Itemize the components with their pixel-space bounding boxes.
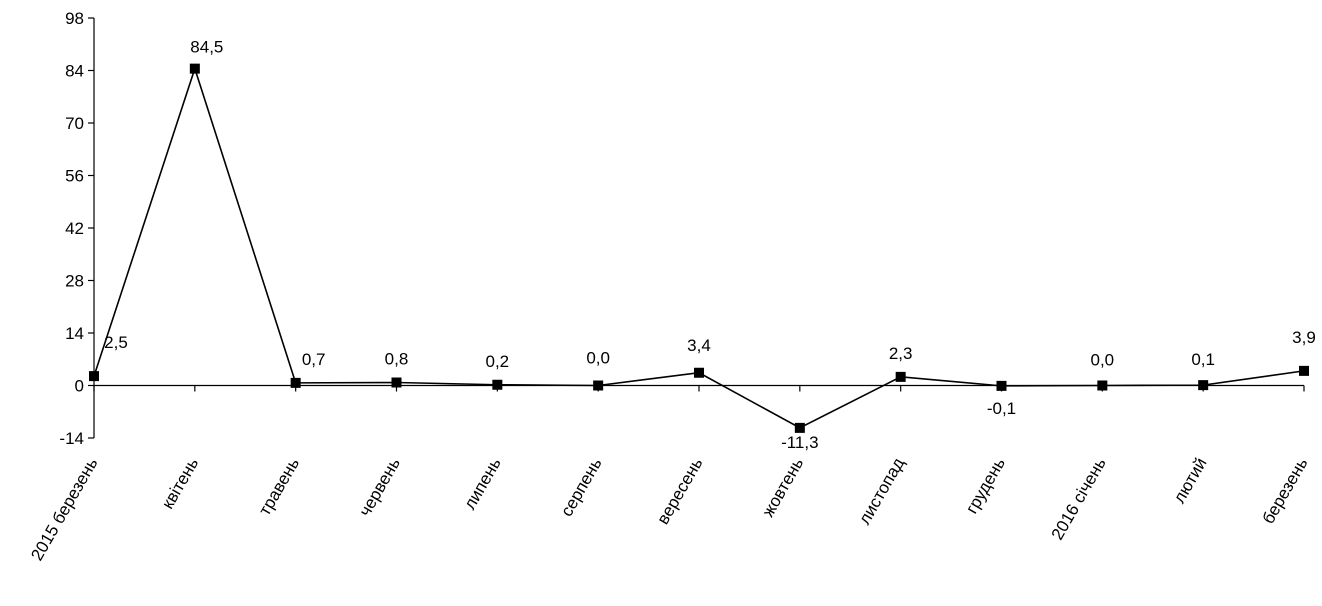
x-tick-label: грудень: [962, 454, 1009, 516]
x-tick-label: квітень: [158, 454, 202, 512]
data-point-marker: [593, 380, 604, 391]
data-label: 0,2: [486, 352, 510, 371]
data-label: 2,5: [104, 333, 128, 352]
data-label: 0,7: [302, 350, 326, 369]
data-label: 0,8: [385, 350, 409, 369]
y-tick-label: 98: [65, 9, 84, 28]
data-point-marker: [1198, 380, 1209, 391]
x-tick-label: вересень: [653, 454, 706, 527]
data-point-marker: [492, 379, 503, 390]
data-point-marker: [290, 377, 301, 388]
y-tick-label: 14: [65, 324, 84, 343]
data-label: -11,3: [781, 433, 819, 452]
y-axis-ticks: 98 84 70 56 42 28 14 0 -14: [59, 9, 94, 448]
x-tick-label: лютий: [1170, 455, 1211, 507]
x-tick-label: 2016 січень: [1048, 454, 1110, 543]
data-point-marker: [1299, 365, 1309, 376]
y-tick-label: 84: [65, 62, 84, 81]
x-tick-label: липень: [460, 454, 505, 512]
data-points: [89, 63, 1309, 433]
data-label: 3,4: [687, 336, 711, 355]
y-tick-label: 70: [65, 114, 84, 133]
x-tick-label: 2015 березень: [27, 454, 101, 564]
data-labels: 2,5 84,5 0,7 0,8 0,2 0,0 3,4 -11,3 2,3 -0,1 0,0 0,1…: [104, 38, 1316, 452]
data-label: 84,5: [190, 38, 223, 57]
data-point-marker: [1097, 380, 1108, 391]
data-label: -0,1: [987, 399, 1016, 418]
x-tick-label: червень: [355, 454, 404, 519]
data-point-marker: [89, 371, 99, 382]
data-point-marker: [189, 63, 200, 74]
x-tick-label: листопад: [855, 454, 908, 527]
x-tick-label: березень: [1259, 454, 1312, 527]
data-point-marker: [391, 377, 402, 388]
data-point-marker: [694, 367, 704, 378]
data-label: 0,1: [1191, 350, 1215, 369]
y-tick-label: 28: [65, 272, 84, 291]
x-tick-label: травень: [255, 454, 303, 518]
data-label: 2,3: [889, 344, 913, 363]
x-tick-label: жовтень: [758, 454, 807, 520]
data-label: 0,0: [586, 349, 610, 368]
data-label: 0,0: [1091, 351, 1115, 370]
y-tick-label: 56: [65, 167, 84, 186]
data-label: 3,9: [1292, 328, 1316, 347]
y-tick-label: 42: [65, 219, 84, 238]
y-tick-label: 0: [75, 377, 84, 396]
data-point-marker: [996, 380, 1007, 391]
x-axis-ticks: 2015 березень квітень травень червень липень…: [27, 385, 1312, 564]
data-point-marker: [895, 371, 906, 382]
y-tick-label: -14: [59, 429, 84, 448]
x-tick-label: серпень: [557, 454, 606, 519]
data-point-marker: [794, 422, 805, 433]
